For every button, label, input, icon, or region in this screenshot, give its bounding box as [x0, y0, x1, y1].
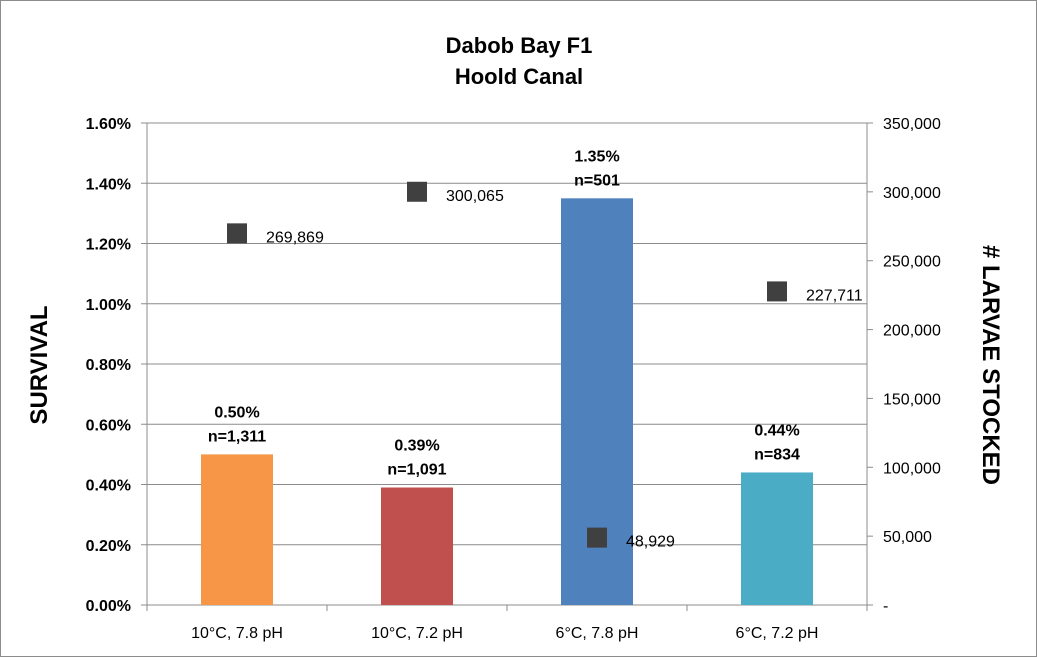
bar-value-label: 0.39% — [394, 438, 439, 455]
category-labels: 10°C, 7.8 pH 10°C, 7.2 pH 6°C, 7.8 pH 6°C, … — [191, 625, 818, 642]
y2-tick-label: 250,000 — [883, 254, 941, 271]
y-tick-label: 0.20% — [86, 538, 131, 555]
y-tick-label: 0.60% — [86, 417, 131, 434]
y2-tick-label: 150,000 — [883, 391, 941, 408]
left-axis-ticks: 0.00% 0.20% 0.40% 0.60% 0.80% 1.00% 1.20% 1.40%… — [86, 116, 131, 615]
larvae-marker — [767, 281, 787, 302]
y-tick-label: 0.00% — [86, 598, 131, 615]
y-tick-label: 1.40% — [86, 176, 131, 193]
axes — [141, 122, 873, 611]
bar-value-label: 0.50% — [214, 404, 259, 421]
x-tick-label: 10°C, 7.2 pH — [371, 625, 463, 642]
y2-tick-label: 200,000 — [883, 323, 941, 340]
y2-tick-label: 300,000 — [883, 185, 941, 202]
bar-count-label: n=1,311 — [208, 428, 266, 445]
larvae-markers: 269,869 300,065 48,929 227,711 — [227, 181, 863, 551]
bar-data-labels: 0.50% n=1,311 0.39% n=1,091 1.35% n=501 0.44% n… — [208, 148, 800, 478]
bar-value-label: 1.35% — [574, 148, 619, 165]
larvae-marker — [587, 527, 607, 548]
y-tick-label: 0.80% — [86, 357, 131, 374]
bar-count-label: n=834 — [754, 446, 800, 463]
y2-axis-title: # LARVAE STOCKED — [977, 245, 1004, 485]
x-tick-label: 6°C, 7.8 pH — [556, 625, 639, 642]
y-tick-label: 1.60% — [86, 116, 131, 133]
larvae-marker — [227, 223, 247, 244]
chart-title-line-2: Hoold Canal — [455, 64, 583, 89]
bar-value-label: 0.44% — [754, 422, 799, 439]
bars — [201, 198, 813, 605]
y-tick-label: 1.00% — [86, 297, 131, 314]
larvae-marker-label: 48,929 — [626, 534, 675, 551]
bar-count-label: n=1,091 — [387, 462, 446, 479]
y-tick-label: 0.40% — [86, 478, 131, 495]
right-axis-ticks: - 50,000 100,000 150,000 200,000 250,000 300,0… — [883, 116, 941, 615]
larvae-marker — [407, 181, 427, 202]
bar — [381, 487, 453, 605]
bar-count-label: n=501 — [574, 172, 620, 189]
bar — [201, 454, 273, 605]
y2-tick-label: 350,000 — [883, 116, 941, 133]
chart-title-line-1: Dabob Bay F1 — [446, 33, 593, 58]
y-axis-title: SURVIVAL — [26, 305, 53, 424]
x-tick-label: 10°C, 7.8 pH — [191, 625, 283, 642]
x-tick-label: 6°C, 7.2 pH — [736, 625, 819, 642]
y2-tick-label: 100,000 — [883, 460, 941, 477]
y2-tick-label: 50,000 — [883, 529, 932, 546]
larvae-marker-label: 269,869 — [266, 229, 324, 246]
larvae-marker-label: 227,711 — [806, 287, 863, 304]
bar — [741, 472, 813, 605]
larvae-marker-label: 300,065 — [446, 188, 504, 205]
y2-tick-label: - — [883, 598, 888, 615]
y-tick-label: 1.20% — [86, 237, 131, 254]
